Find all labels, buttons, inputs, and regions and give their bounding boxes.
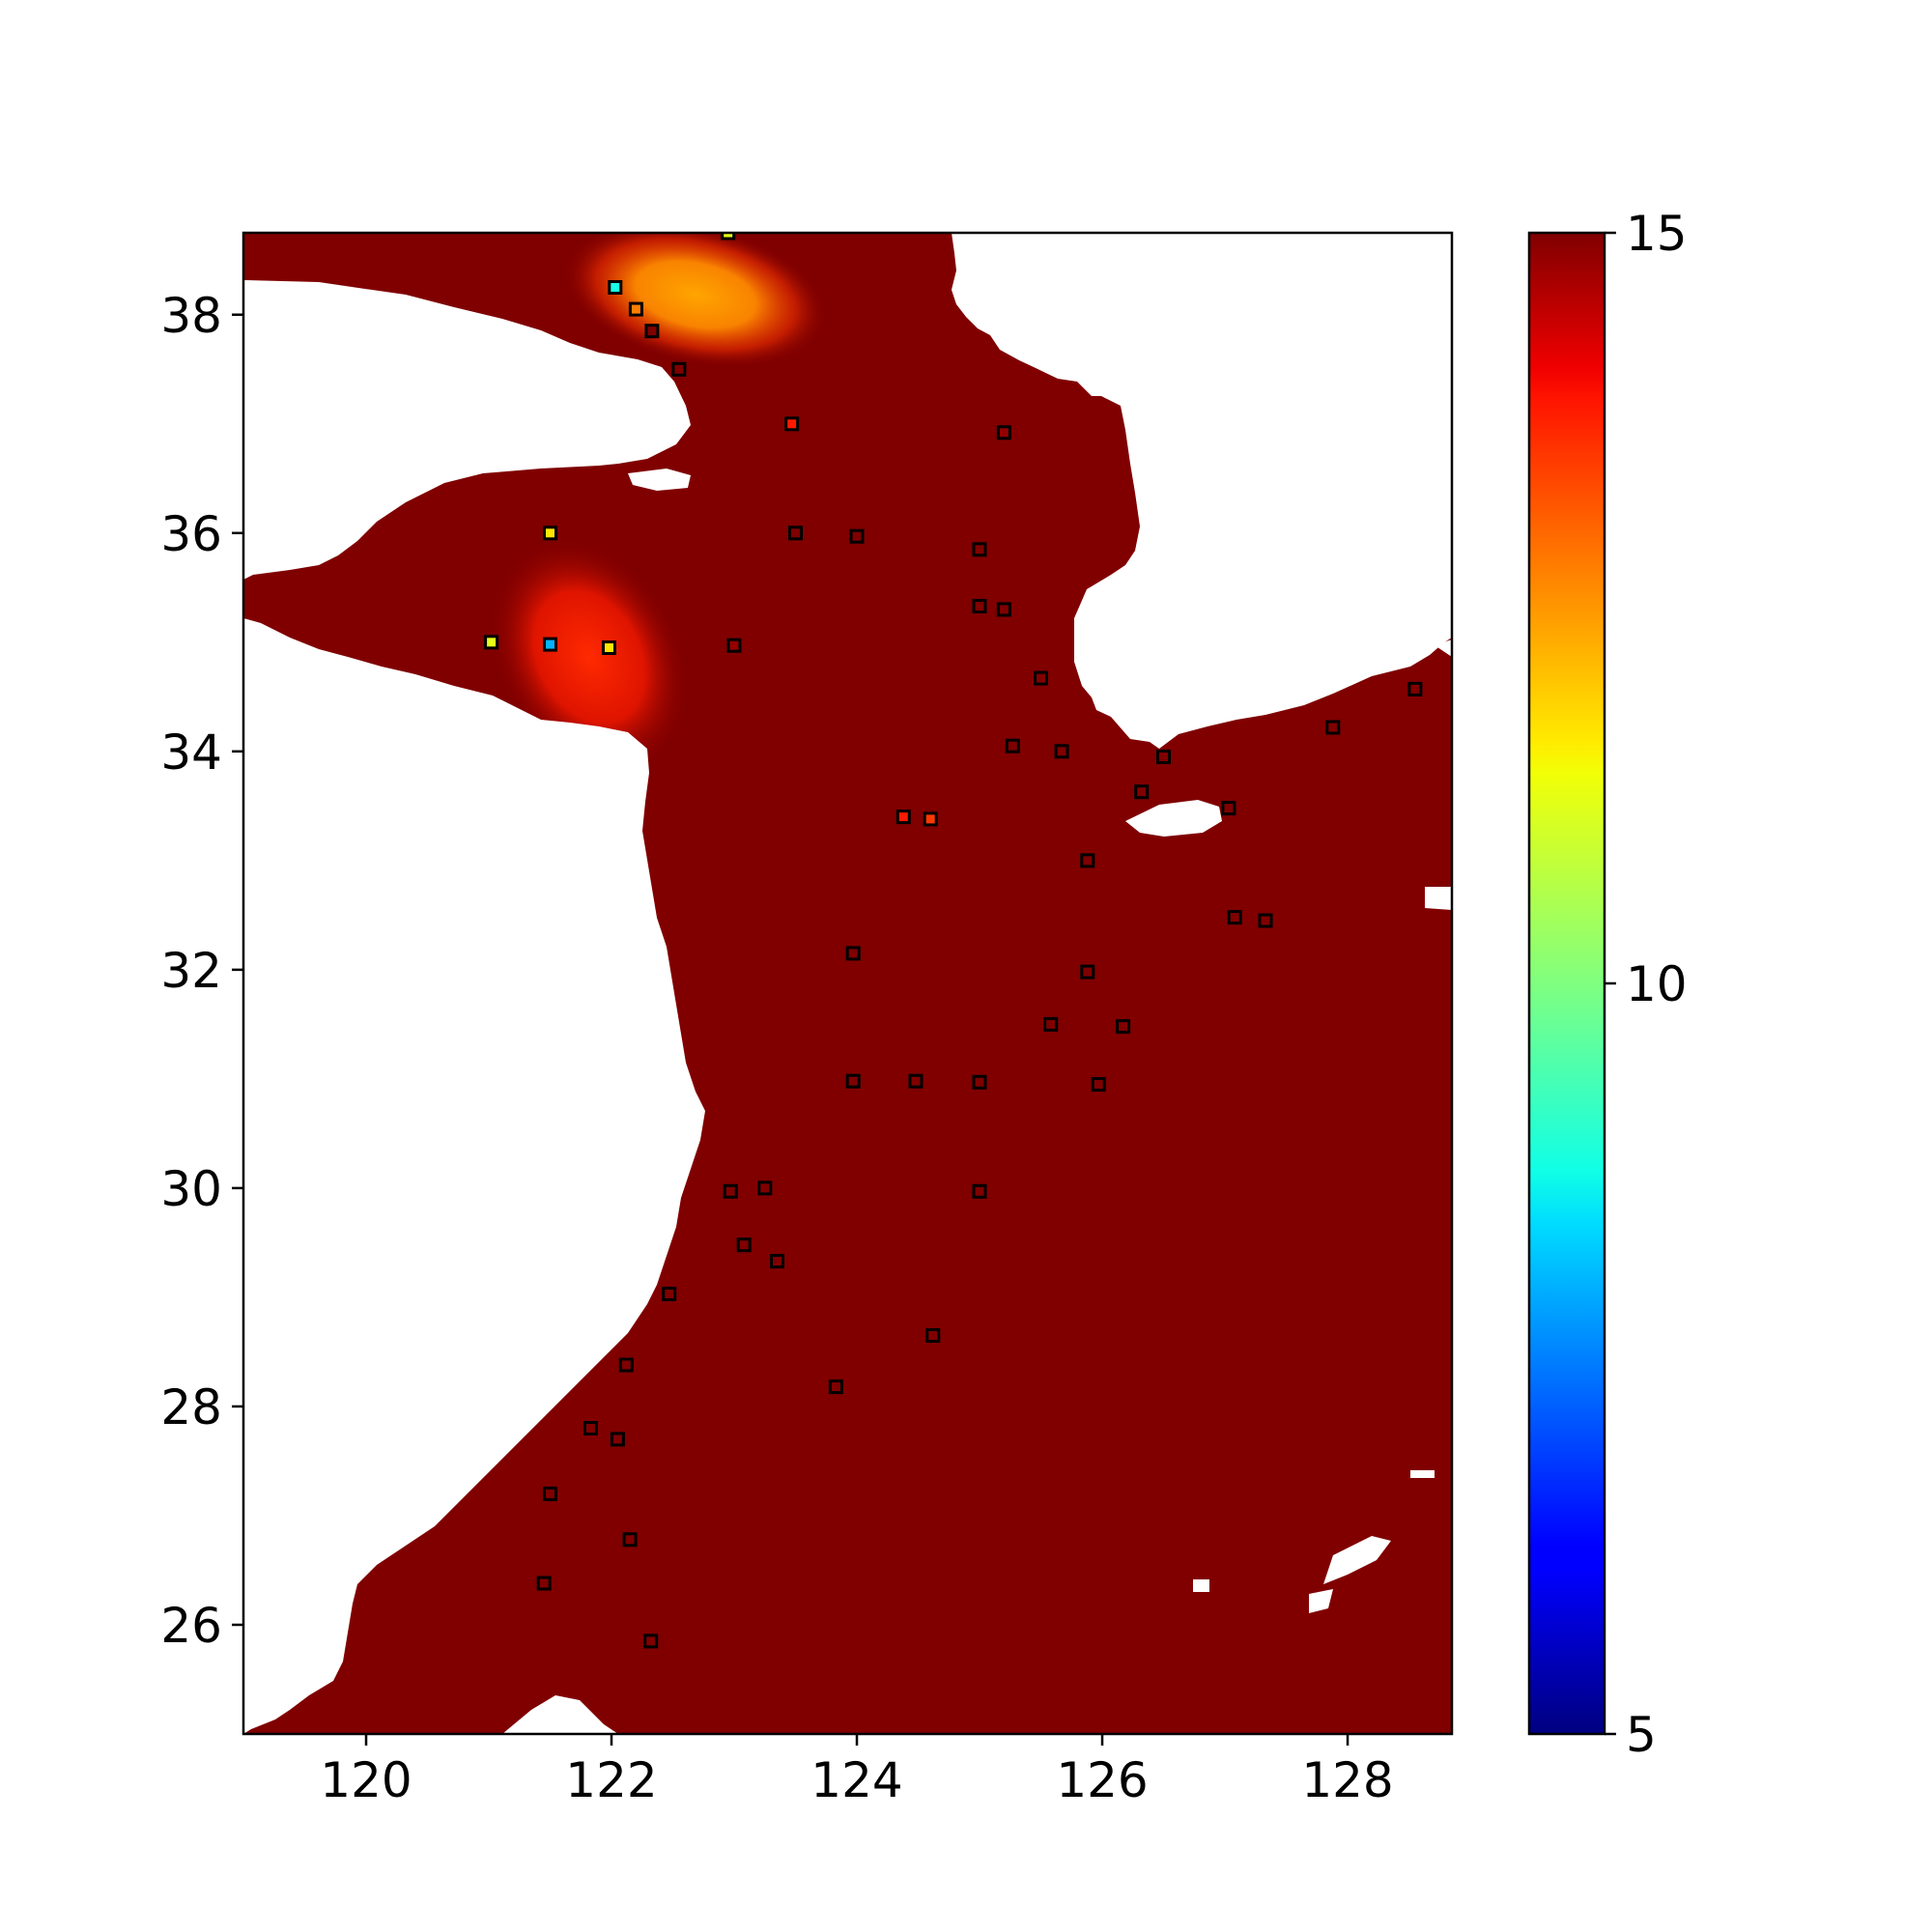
station-marker bbox=[757, 1180, 773, 1196]
station-marker bbox=[622, 1532, 638, 1548]
station-marker bbox=[1258, 913, 1273, 928]
land-kyushu-edge bbox=[1425, 887, 1452, 910]
station-markers bbox=[484, 233, 1423, 1649]
x-axis: 120 122 124 126 128 bbox=[320, 1734, 1394, 1808]
land-masses bbox=[243, 233, 1452, 1734]
station-marker bbox=[784, 416, 800, 432]
land-liaoning bbox=[952, 233, 1452, 749]
station-marker bbox=[602, 640, 616, 655]
field-anomaly-south bbox=[489, 537, 690, 777]
station-marker bbox=[610, 1432, 625, 1447]
station-marker bbox=[582, 1421, 598, 1435]
land-ryukyu-2 bbox=[1309, 1589, 1333, 1613]
station-marker bbox=[1134, 784, 1150, 800]
station-marker bbox=[1325, 720, 1341, 735]
station-marker bbox=[536, 1576, 552, 1591]
y-axis: 26 28 30 32 34 36 38 bbox=[160, 288, 243, 1654]
plot-frame bbox=[242, 231, 1454, 1736]
station-marker bbox=[643, 1634, 659, 1649]
station-marker bbox=[1091, 1077, 1106, 1092]
y-tick-label: 30 bbox=[160, 1161, 222, 1217]
colorbar: 5 10 15 bbox=[1527, 206, 1688, 1763]
colorbar-tick-label: 5 bbox=[1626, 1707, 1657, 1763]
station-marker bbox=[996, 425, 1011, 440]
x-tick-label: 128 bbox=[1301, 1752, 1393, 1808]
x-tick-label: 124 bbox=[810, 1752, 902, 1808]
station-marker bbox=[736, 1237, 752, 1253]
station-marker bbox=[1156, 750, 1171, 764]
land-ryukyu-1 bbox=[1323, 1536, 1391, 1584]
land-korea-tip bbox=[1435, 639, 1452, 657]
station-marker bbox=[723, 1183, 738, 1199]
station-marker bbox=[543, 637, 557, 652]
y-tick-label: 34 bbox=[160, 724, 222, 781]
station-marker bbox=[608, 280, 623, 295]
station-marker bbox=[923, 811, 938, 827]
station-marker bbox=[543, 1486, 557, 1501]
map-plot-area bbox=[242, 231, 1454, 1736]
station-marker bbox=[484, 635, 499, 650]
station-marker bbox=[628, 301, 643, 317]
land-shandong bbox=[243, 280, 691, 580]
station-marker bbox=[1034, 670, 1048, 686]
station-marker bbox=[662, 1287, 677, 1301]
y-tick-label: 36 bbox=[160, 506, 222, 562]
station-marker bbox=[1080, 964, 1095, 980]
x-tick-label: 126 bbox=[1056, 1752, 1148, 1808]
station-marker bbox=[644, 324, 660, 339]
y-tick-label: 38 bbox=[160, 288, 222, 344]
station-marker bbox=[1080, 853, 1095, 868]
colorbar-gradient bbox=[1527, 231, 1606, 1736]
station-marker bbox=[996, 602, 1011, 617]
field-anomaly-north bbox=[562, 233, 829, 369]
land-small-isle bbox=[1410, 1470, 1435, 1478]
colorbar-tick-label: 15 bbox=[1626, 206, 1688, 262]
station-marker bbox=[721, 233, 736, 241]
land-ryukyu-3 bbox=[1193, 1579, 1209, 1592]
station-marker bbox=[1227, 910, 1242, 925]
land-bohai-isle bbox=[628, 469, 691, 491]
station-marker bbox=[788, 526, 803, 541]
station-marker bbox=[845, 946, 861, 961]
station-marker bbox=[1005, 738, 1020, 753]
station-marker bbox=[972, 1074, 987, 1090]
y-tick-label: 32 bbox=[160, 943, 222, 999]
x-tick-label: 120 bbox=[320, 1752, 412, 1808]
x-tick-label: 122 bbox=[565, 1752, 657, 1808]
station-marker bbox=[908, 1073, 923, 1089]
station-marker bbox=[1043, 1016, 1059, 1032]
station-marker bbox=[1054, 744, 1069, 759]
station-marker bbox=[671, 361, 687, 377]
station-marker bbox=[972, 1183, 987, 1199]
station-marker bbox=[972, 542, 987, 557]
station-marker bbox=[1221, 801, 1236, 816]
y-tick-label: 28 bbox=[160, 1379, 222, 1435]
station-marker bbox=[618, 1357, 634, 1373]
station-marker bbox=[543, 526, 557, 541]
station-marker bbox=[1116, 1019, 1131, 1035]
station-marker bbox=[972, 599, 987, 613]
y-tick-label: 26 bbox=[160, 1598, 222, 1654]
land-jeju bbox=[1125, 800, 1222, 837]
colorbar-tick-label: 10 bbox=[1626, 956, 1688, 1012]
land-taiwan bbox=[502, 1695, 618, 1734]
station-marker bbox=[895, 810, 911, 825]
station-marker bbox=[726, 638, 742, 653]
station-marker bbox=[770, 1254, 784, 1269]
station-marker bbox=[845, 1073, 861, 1089]
colorbar-ticks: 5 10 15 bbox=[1605, 206, 1688, 1763]
station-marker bbox=[828, 1379, 843, 1395]
station-marker bbox=[925, 1328, 941, 1343]
station-marker bbox=[849, 528, 865, 544]
land-jiangsu-fujian bbox=[243, 618, 705, 1734]
station-marker bbox=[1407, 681, 1423, 696]
